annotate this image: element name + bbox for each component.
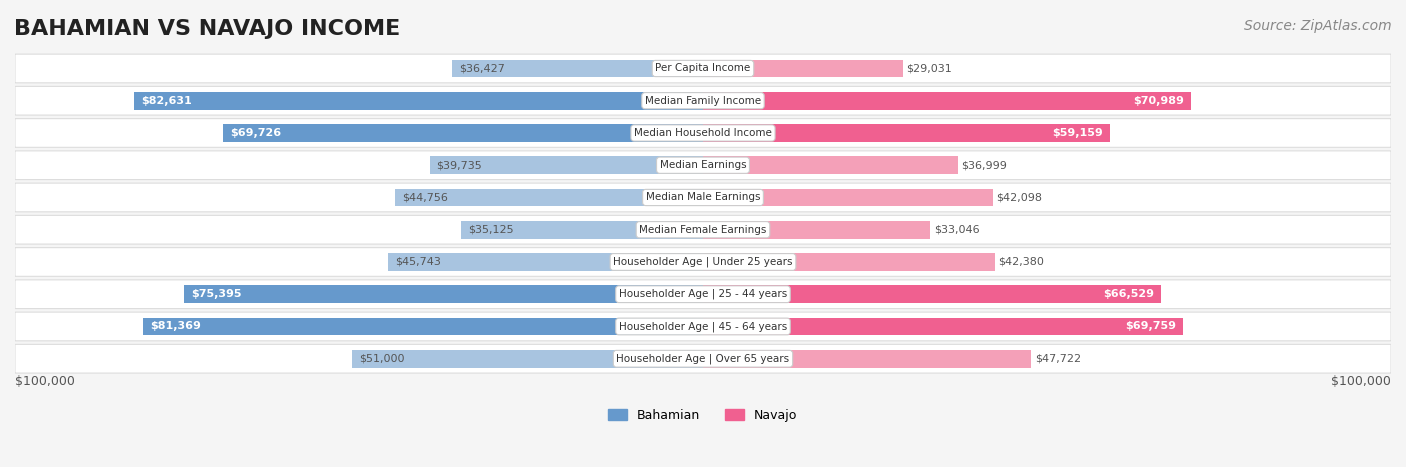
- Text: Householder Age | 45 - 64 years: Householder Age | 45 - 64 years: [619, 321, 787, 332]
- Text: $51,000: $51,000: [359, 354, 405, 364]
- FancyBboxPatch shape: [15, 86, 1391, 115]
- Text: $69,759: $69,759: [1125, 321, 1175, 332]
- Text: Median Family Income: Median Family Income: [645, 96, 761, 106]
- Text: $39,735: $39,735: [436, 160, 482, 170]
- Bar: [703, 92, 1191, 110]
- Text: $35,125: $35,125: [468, 225, 513, 235]
- Bar: [352, 350, 703, 368]
- Text: $100,000: $100,000: [1331, 375, 1391, 388]
- Text: $33,046: $33,046: [934, 225, 980, 235]
- Bar: [430, 156, 703, 174]
- Bar: [703, 189, 993, 206]
- Text: Householder Age | 25 - 44 years: Householder Age | 25 - 44 years: [619, 289, 787, 299]
- Text: Householder Age | Under 25 years: Householder Age | Under 25 years: [613, 257, 793, 267]
- FancyBboxPatch shape: [15, 215, 1391, 244]
- Bar: [395, 189, 703, 206]
- Bar: [703, 60, 903, 78]
- Bar: [703, 350, 1032, 368]
- Bar: [461, 221, 703, 239]
- Bar: [224, 124, 703, 142]
- Text: $47,722: $47,722: [1035, 354, 1081, 364]
- Text: $44,756: $44,756: [402, 192, 449, 203]
- Text: $81,369: $81,369: [150, 321, 201, 332]
- Text: $69,726: $69,726: [231, 128, 281, 138]
- FancyBboxPatch shape: [15, 119, 1391, 147]
- Bar: [135, 92, 703, 110]
- Text: Householder Age | Over 65 years: Householder Age | Over 65 years: [616, 354, 790, 364]
- Text: $29,031: $29,031: [907, 64, 952, 73]
- Text: Median Male Earnings: Median Male Earnings: [645, 192, 761, 203]
- FancyBboxPatch shape: [15, 54, 1391, 83]
- Text: Per Capita Income: Per Capita Income: [655, 64, 751, 73]
- Text: $42,380: $42,380: [998, 257, 1043, 267]
- Text: Source: ZipAtlas.com: Source: ZipAtlas.com: [1244, 19, 1392, 33]
- FancyBboxPatch shape: [15, 344, 1391, 373]
- Text: Median Female Earnings: Median Female Earnings: [640, 225, 766, 235]
- Bar: [143, 318, 703, 335]
- FancyBboxPatch shape: [15, 312, 1391, 341]
- Text: $75,395: $75,395: [191, 289, 242, 299]
- Text: $45,743: $45,743: [395, 257, 441, 267]
- Text: $70,989: $70,989: [1133, 96, 1184, 106]
- Bar: [703, 221, 931, 239]
- Text: $42,098: $42,098: [995, 192, 1042, 203]
- FancyBboxPatch shape: [15, 183, 1391, 212]
- Bar: [703, 318, 1182, 335]
- Bar: [703, 156, 957, 174]
- Bar: [703, 124, 1109, 142]
- FancyBboxPatch shape: [15, 280, 1391, 309]
- Text: $100,000: $100,000: [15, 375, 75, 388]
- Legend: Bahamian, Navajo: Bahamian, Navajo: [603, 403, 803, 427]
- Bar: [703, 253, 994, 271]
- Text: $82,631: $82,631: [142, 96, 193, 106]
- Bar: [388, 253, 703, 271]
- FancyBboxPatch shape: [15, 151, 1391, 180]
- Text: $36,427: $36,427: [460, 64, 505, 73]
- Text: Median Earnings: Median Earnings: [659, 160, 747, 170]
- FancyBboxPatch shape: [15, 248, 1391, 276]
- Text: $36,999: $36,999: [960, 160, 1007, 170]
- Text: $59,159: $59,159: [1052, 128, 1104, 138]
- Bar: [703, 285, 1161, 303]
- Text: Median Household Income: Median Household Income: [634, 128, 772, 138]
- Bar: [184, 285, 703, 303]
- Bar: [453, 60, 703, 78]
- Text: BAHAMIAN VS NAVAJO INCOME: BAHAMIAN VS NAVAJO INCOME: [14, 19, 401, 39]
- Text: $66,529: $66,529: [1102, 289, 1154, 299]
